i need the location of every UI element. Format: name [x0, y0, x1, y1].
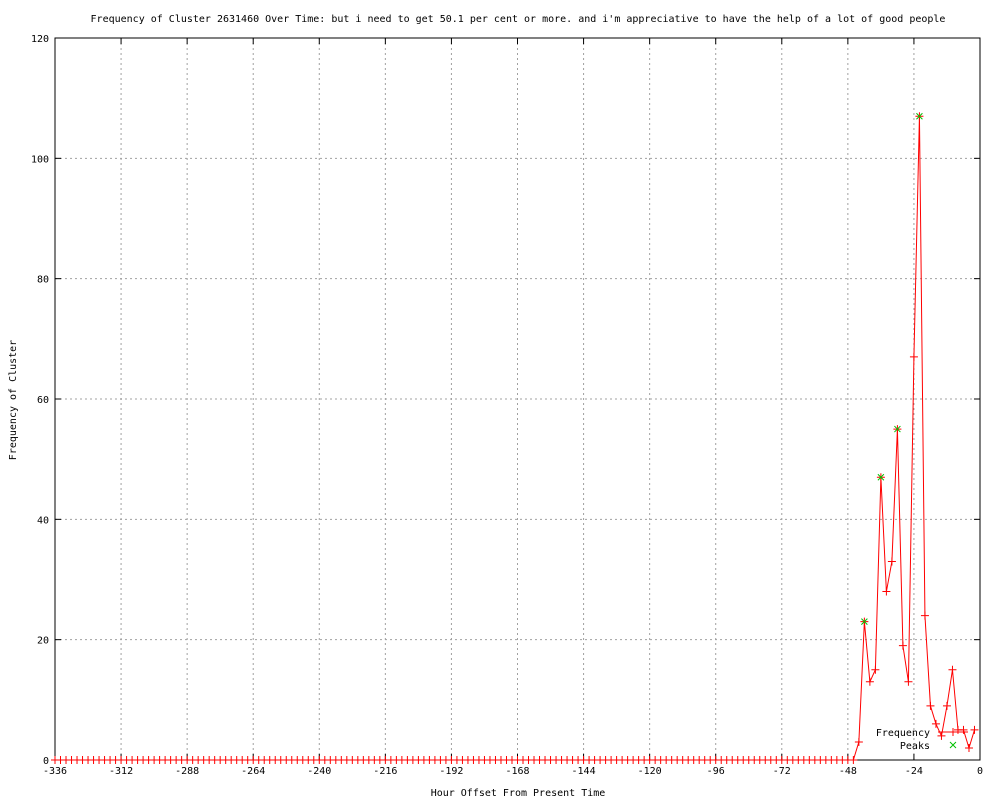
- frequency-point: [931, 719, 940, 728]
- frequency-point: [937, 731, 946, 740]
- legend-key-peaks-marker: [949, 741, 957, 749]
- peak-point: [894, 425, 901, 433]
- x-tick-label: -24: [905, 766, 923, 777]
- frequency-point: [909, 352, 918, 361]
- x-tick-label: -120: [638, 766, 662, 777]
- peak-point: [877, 473, 885, 481]
- x-tick-label: -48: [839, 766, 857, 777]
- frequency-point: [854, 737, 863, 746]
- legend-key-frequency-marker: [949, 728, 957, 736]
- x-tick-label: -144: [572, 766, 596, 777]
- x-axis-label: Hour Offset From Present Time: [431, 788, 606, 799]
- frequency-point: [849, 756, 858, 764]
- x-tick-label: -216: [373, 766, 397, 777]
- x-tick-label: -192: [439, 766, 463, 777]
- frequency-point: [904, 677, 913, 686]
- chart-title: Frequency of Cluster 2631460 Over Time: …: [91, 14, 946, 25]
- y-tick-label: 0: [43, 756, 49, 767]
- frequency-point: [959, 725, 968, 734]
- legend: Frequency Peaks: [876, 728, 968, 752]
- x-tick-label: -288: [175, 766, 199, 777]
- frequency-line: [55, 116, 975, 761]
- frequency-point: [865, 677, 874, 686]
- y-tick-label: 80: [37, 275, 49, 286]
- peak-point: [916, 112, 923, 120]
- frequency-point: [964, 743, 973, 752]
- frequency-point: [871, 665, 880, 674]
- x-tick-label: -72: [773, 766, 791, 777]
- y-tick-label: 40: [37, 515, 49, 526]
- x-tick-label: 0: [977, 766, 983, 777]
- frequency-point: [926, 701, 935, 710]
- frequency-point: [920, 611, 929, 620]
- x-tick-label: -336: [43, 766, 67, 777]
- x-tick-label: -240: [307, 766, 331, 777]
- x-tick-label: -168: [505, 766, 529, 777]
- legend-label-peaks: Peaks: [900, 741, 930, 752]
- x-tick-label: -264: [241, 766, 265, 777]
- frequency-point: [970, 725, 979, 734]
- y-tick-label: 120: [31, 34, 49, 45]
- y-axis-label: Frequency of Cluster: [8, 340, 19, 460]
- frequency-point: [948, 665, 957, 674]
- y-tick-label: 60: [37, 395, 49, 406]
- series-layer: [51, 112, 979, 764]
- frequency-point: [942, 701, 951, 710]
- legend-label-frequency: Frequency: [876, 728, 930, 739]
- y-tick-label: 20: [37, 636, 49, 647]
- grid: [55, 38, 980, 760]
- x-tick-label: -96: [707, 766, 725, 777]
- axis-ticks: -336 -312 -288 -264 -240 -216 -192 -168 -144 -120…: [31, 34, 983, 777]
- x-tick-label: -312: [109, 766, 133, 777]
- frequency-point: [898, 641, 907, 650]
- peak-point: [861, 618, 868, 625]
- frequency-point: [887, 557, 896, 566]
- y-tick-label: 100: [31, 154, 49, 165]
- frequency-point: [882, 587, 891, 596]
